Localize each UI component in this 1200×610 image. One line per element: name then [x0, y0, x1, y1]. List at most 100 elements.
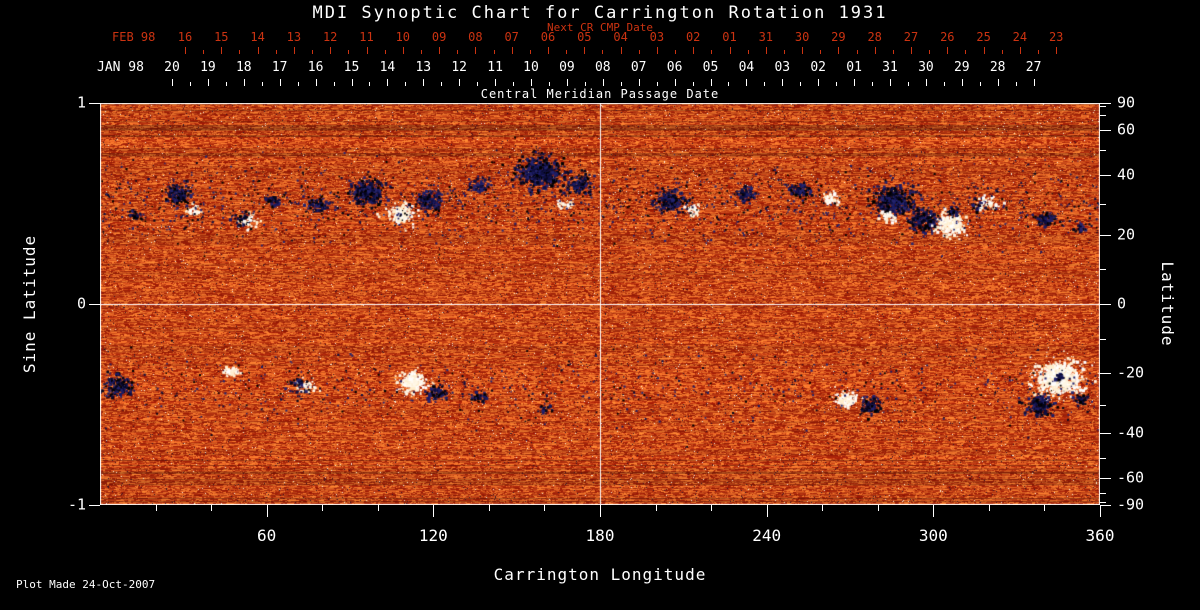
- cmp-tick: [279, 79, 281, 86]
- latitude-tick-label: -20: [1117, 363, 1145, 382]
- next-cr-minor-tick: [783, 50, 785, 54]
- next-cr-minor-tick: [566, 50, 568, 54]
- cmp-minor-tick: [692, 82, 694, 86]
- next-cr-minor-tick: [1001, 50, 1003, 54]
- longitude-tick: [266, 505, 268, 517]
- cmp-minor-tick: [872, 82, 874, 86]
- next-cr-date: 26: [940, 30, 955, 44]
- latitude-tick-label: 20: [1117, 225, 1136, 244]
- next-cr-date: 25: [976, 30, 991, 44]
- next-cr-minor-tick: [965, 50, 967, 54]
- next-cr-date: 28: [867, 30, 882, 44]
- longitude-tick-label: 120: [418, 526, 448, 545]
- cmp-minor-tick: [405, 82, 407, 86]
- cmp-minor-tick: [441, 82, 443, 86]
- next-cr-date: 29: [831, 30, 846, 44]
- next-cr-tick: [402, 47, 404, 54]
- cmp-minor-tick: [728, 82, 730, 86]
- cmp-tick: [172, 79, 173, 86]
- next-cr-tick: [656, 47, 658, 54]
- next-cr-tick: [257, 47, 259, 54]
- longitude-minor-tick: [322, 505, 324, 511]
- cmp-date: 04: [738, 60, 755, 75]
- next-cr-tick: [947, 47, 949, 54]
- cmp-tick: [925, 79, 927, 86]
- cmp-date: 13: [415, 60, 432, 75]
- cmp-minor-tick: [548, 82, 550, 86]
- cmp-minor-tick: [656, 82, 658, 86]
- next-cr-minor-tick: [711, 50, 713, 54]
- next-cr-date: 24: [1012, 30, 1028, 44]
- cmp-date: 16: [307, 60, 324, 75]
- next-cr-tick: [911, 47, 912, 54]
- latitude-minor-tick: [1100, 338, 1106, 340]
- cmp-date: 20: [164, 60, 180, 75]
- cmp-date: 28: [989, 60, 1006, 75]
- next-cr-tick: [1056, 47, 1058, 54]
- latitude-minor-tick: [1100, 269, 1106, 271]
- next-cr-date: 03: [649, 30, 665, 44]
- longitude-tick: [933, 505, 935, 517]
- longitude-tick-label: 180: [585, 526, 615, 545]
- longitude-tick-label: 240: [752, 526, 782, 545]
- cmp-date: 14: [379, 60, 396, 75]
- longitude-minor-tick: [488, 505, 490, 511]
- longitude-minor-tick: [544, 505, 546, 511]
- cmp-tick: [459, 79, 461, 86]
- next-cr-date: 13: [286, 30, 302, 44]
- cmp-date: 31: [882, 60, 898, 75]
- next-cr-minor-tick: [747, 50, 749, 54]
- longitude-minor-tick: [988, 505, 990, 511]
- next-cr-tick: [838, 47, 840, 54]
- cmp-tick: [818, 79, 820, 86]
- sine-latitude-tick: [89, 505, 100, 506]
- latitude-tick: [1100, 478, 1111, 480]
- cmp-tick: [638, 79, 640, 86]
- next-cr-date: 06: [540, 30, 556, 44]
- next-cr-tick: [185, 47, 186, 54]
- next-cr-date: 11: [359, 30, 374, 44]
- latitude-minor-tick: [1100, 404, 1106, 406]
- cmp-tick: [890, 79, 891, 86]
- next-cr-minor-tick: [420, 50, 422, 54]
- cmp-date: 07: [630, 60, 647, 75]
- next-cr-date: 09: [431, 30, 447, 44]
- next-cr-minor-tick: [638, 50, 640, 54]
- cmp-tick: [387, 79, 389, 86]
- longitude-tick-label: 300: [918, 526, 948, 545]
- latitude-tick-label: 40: [1117, 165, 1136, 184]
- next-cr-date: 14: [250, 30, 265, 44]
- cmp-date: 03: [774, 60, 791, 75]
- cmp-date: 15: [343, 60, 360, 75]
- longitude-minor-tick: [822, 505, 824, 511]
- cmp-date: 06: [666, 60, 683, 75]
- next-cr-tick: [983, 47, 985, 54]
- cmp-tick: [315, 79, 317, 86]
- cmp-minor-tick: [943, 82, 945, 86]
- longitude-tick: [600, 505, 601, 517]
- cmp-date: 02: [810, 60, 827, 75]
- latitude-tick: [1100, 304, 1111, 305]
- cmp-date: 18: [235, 60, 252, 75]
- latitude-minor-tick: [1100, 457, 1106, 459]
- next-cr-minor-tick: [457, 50, 459, 54]
- sine-latitude-tick-label: 1: [76, 93, 86, 112]
- longitude-minor-tick: [155, 505, 157, 511]
- cmp-tick: [423, 79, 425, 86]
- latitude-tick-label: 90: [1117, 93, 1136, 112]
- cmp-minor-tick: [620, 82, 622, 86]
- next-cr-minor-tick: [820, 50, 822, 54]
- cmp-minor-tick: [225, 82, 227, 86]
- latitude-minor-tick: [1100, 106, 1106, 108]
- next-cr-minor-tick: [493, 50, 495, 54]
- longitude-minor-tick: [1044, 505, 1046, 511]
- cmp-minor-tick: [764, 82, 766, 86]
- longitude-minor-tick: [211, 505, 213, 511]
- latitude-tick: [1100, 505, 1111, 506]
- cmp-tick: [495, 79, 497, 86]
- cmp-tick: [782, 79, 784, 86]
- top-axis-title: Central Meridian Passage Date: [480, 87, 720, 101]
- longitude-tick-label: 360: [1085, 526, 1115, 545]
- plot-made-label: Plot Made 24-Oct-2007: [16, 578, 156, 591]
